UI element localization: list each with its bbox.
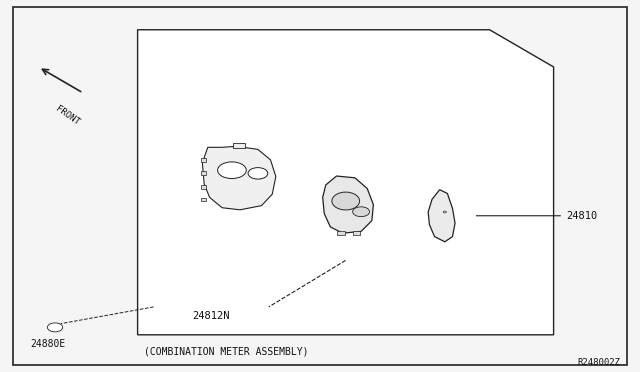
Polygon shape [138,30,554,335]
FancyBboxPatch shape [202,171,206,175]
FancyBboxPatch shape [233,143,245,148]
Circle shape [444,211,446,213]
FancyBboxPatch shape [353,231,360,235]
Circle shape [248,168,268,179]
Ellipse shape [332,192,360,210]
Circle shape [218,162,246,179]
Text: 24880E: 24880E [31,339,66,349]
FancyBboxPatch shape [337,231,345,235]
FancyBboxPatch shape [202,198,206,201]
Text: (COMBINATION METER ASSEMBLY): (COMBINATION METER ASSEMBLY) [144,347,308,356]
Circle shape [353,207,369,217]
FancyBboxPatch shape [202,158,206,162]
Polygon shape [428,190,455,242]
Text: 24812N: 24812N [192,311,230,321]
Polygon shape [202,146,276,210]
Circle shape [47,323,63,332]
Polygon shape [323,176,373,233]
Text: 24810: 24810 [566,211,598,221]
Text: R248002Z: R248002Z [578,358,621,367]
FancyBboxPatch shape [13,7,627,365]
FancyBboxPatch shape [202,185,206,189]
Text: FRONT: FRONT [54,104,81,127]
